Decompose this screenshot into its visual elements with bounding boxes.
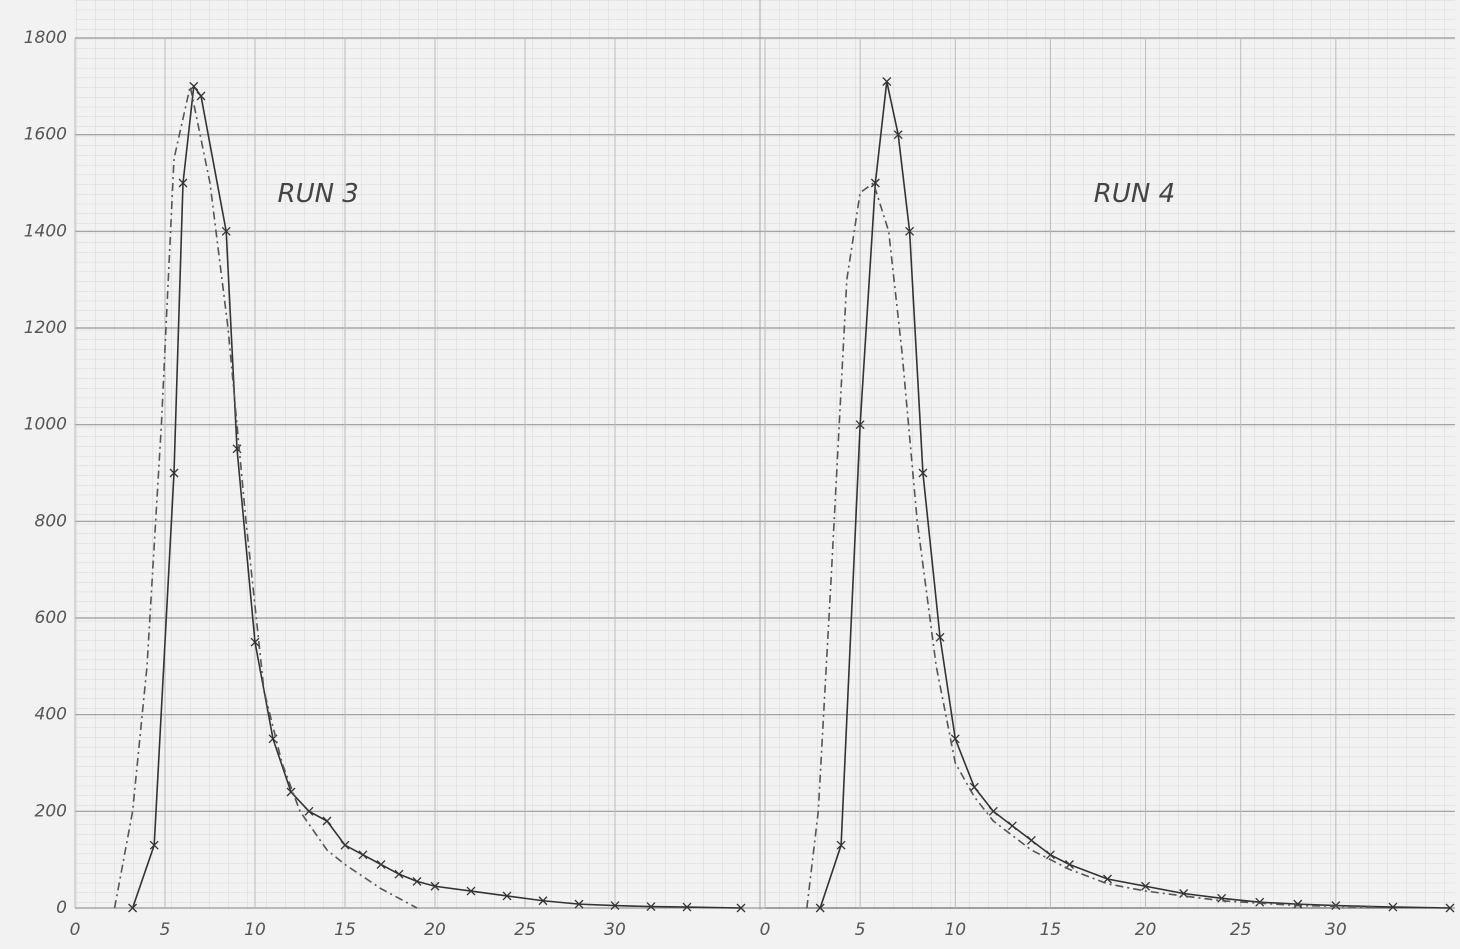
y-tick-label: 1600	[24, 125, 67, 145]
marker	[169, 468, 179, 478]
marker	[574, 899, 584, 909]
marker	[178, 178, 188, 188]
marker	[196, 91, 206, 101]
marker	[969, 782, 979, 792]
marker	[610, 901, 620, 911]
marker	[1388, 902, 1398, 912]
x-tick-label: 0	[70, 920, 81, 940]
x-tick-label: 30	[1325, 920, 1347, 940]
line	[113, 86, 418, 909]
line	[806, 181, 1374, 909]
annotation: RUN 4	[1094, 179, 1175, 209]
marker	[855, 420, 865, 430]
marker	[918, 468, 928, 478]
marker	[221, 226, 231, 236]
marker	[538, 896, 548, 906]
marker	[950, 734, 960, 744]
marker	[304, 806, 314, 816]
x-tick-label: 5	[855, 920, 866, 940]
marker	[646, 902, 656, 912]
marker	[149, 840, 159, 850]
marker	[1293, 899, 1303, 909]
x-tick-label: 10	[244, 920, 266, 940]
marker	[502, 891, 512, 901]
marker	[250, 637, 260, 647]
marker	[1103, 874, 1112, 884]
marker	[815, 903, 825, 913]
y-tick-label: 600	[35, 608, 67, 628]
marker	[376, 860, 386, 869]
marker	[322, 816, 332, 826]
marker	[882, 77, 892, 86]
x-tick-label: 15	[1040, 920, 1062, 940]
marker	[1445, 903, 1455, 913]
x-tick-label: 20	[424, 920, 446, 940]
x-tick-label: 0	[760, 920, 771, 940]
marker	[394, 869, 404, 879]
x-tick-label: 5	[160, 920, 171, 940]
marker	[988, 806, 998, 816]
marker	[358, 850, 368, 860]
x-tick-label: 15	[334, 920, 356, 940]
marker	[736, 903, 746, 913]
annotation: RUN 3	[278, 179, 359, 209]
marker	[836, 840, 846, 850]
y-tick-label: 400	[35, 705, 67, 725]
x-tick-label: 10	[944, 920, 966, 940]
y-tick-label: 1200	[24, 318, 67, 338]
marker	[1026, 835, 1036, 845]
marker	[286, 787, 296, 797]
x-tick-label: 25	[514, 920, 536, 940]
x-tick-label: 25	[1230, 920, 1252, 940]
y-tick-label: 1400	[24, 221, 67, 241]
x-tick-label: 30	[604, 920, 626, 940]
marker	[935, 632, 945, 642]
marker	[340, 840, 350, 850]
y-tick-label: 1800	[24, 28, 67, 48]
y-tick-label: 0	[56, 898, 67, 918]
marker	[466, 886, 476, 896]
marker	[1045, 850, 1055, 860]
marker	[893, 130, 903, 140]
x-tick-label: 20	[1135, 920, 1157, 940]
marker	[412, 876, 422, 886]
marker	[1007, 821, 1017, 831]
marker	[870, 178, 880, 188]
y-tick-label: 1000	[24, 415, 67, 435]
marker	[1255, 897, 1265, 907]
y-tick-label: 200	[35, 801, 67, 821]
marker	[682, 902, 692, 912]
marker	[128, 903, 138, 913]
marker	[905, 226, 915, 236]
marker	[1141, 881, 1151, 891]
marker	[430, 881, 440, 891]
y-tick-label: 800	[35, 511, 67, 531]
